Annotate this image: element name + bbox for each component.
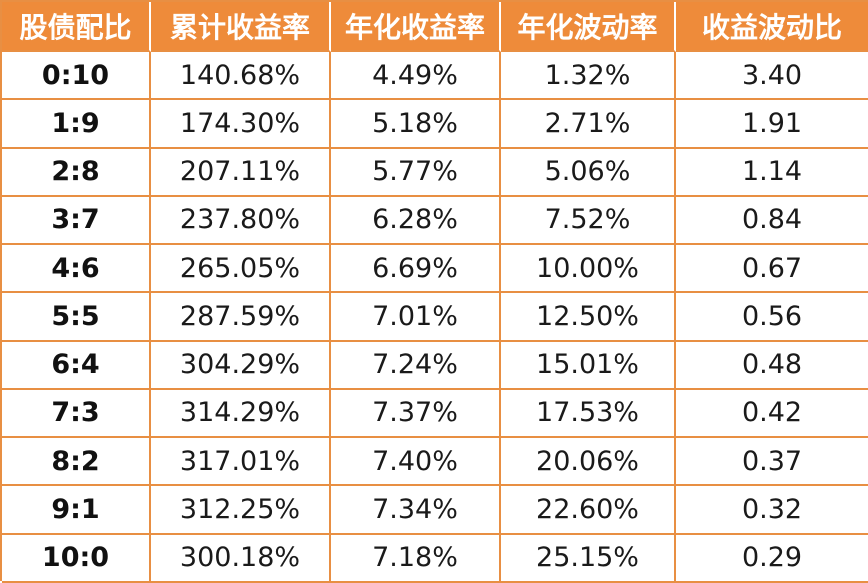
row-annualized-return: 5.18% [331,100,501,149]
row-annualized-volatility: 20.06% [501,438,676,487]
row-allocation-ratio: 3:7 [2,196,151,246]
row-allocation-ratio: 6:4 [2,341,151,390]
row-annualized-return: 6.69% [331,245,501,294]
row-cumulative-return: 304.29% [151,341,331,390]
row-return-volatility-ratio: 0.67 [676,245,868,294]
row-annualized-volatility: 2.71% [501,100,676,149]
row-annualized-return: 7.24% [331,341,501,390]
row-annualized-volatility: 22.60% [501,486,676,535]
row-annualized-return: 5.77% [331,148,501,197]
row-return-volatility-ratio: 1.14 [676,148,868,197]
row-allocation-ratio: 9:1 [2,486,151,535]
row-return-volatility-ratio: 1.91 [676,100,868,149]
row-annualized-volatility: 7.52% [501,196,676,246]
header-cumulative-return: 累计收益率 [151,2,331,52]
row-cumulative-return: 140.68% [151,52,331,101]
row-annualized-volatility: 17.53% [501,389,676,439]
row-cumulative-return: 174.30% [151,100,331,149]
row-allocation-ratio: 1:9 [2,100,151,149]
row-annualized-return: 7.40% [331,438,501,487]
row-return-volatility-ratio: 0.32 [676,486,868,535]
row-return-volatility-ratio: 0.29 [676,534,868,583]
row-annualized-volatility: 12.50% [501,293,676,342]
row-annualized-return: 6.28% [331,196,501,246]
row-allocation-ratio: 0:10 [2,52,151,101]
row-annualized-volatility: 1.32% [501,52,676,101]
row-allocation-ratio: 5:5 [2,293,151,342]
row-cumulative-return: 237.80% [151,196,331,246]
row-return-volatility-ratio: 0.48 [676,341,868,390]
row-cumulative-return: 300.18% [151,534,331,583]
row-cumulative-return: 314.29% [151,389,331,439]
row-return-volatility-ratio: 0.56 [676,293,868,342]
row-allocation-ratio: 10:0 [2,534,151,583]
row-return-volatility-ratio: 0.37 [676,438,868,487]
row-annualized-return: 7.01% [331,293,501,342]
row-allocation-ratio: 7:3 [2,389,151,439]
row-allocation-ratio: 2:8 [2,148,151,197]
row-annualized-return: 4.49% [331,52,501,101]
row-cumulative-return: 317.01% [151,438,331,487]
header-annualized-return: 年化收益率 [331,2,501,52]
row-return-volatility-ratio: 3.40 [676,52,868,101]
row-return-volatility-ratio: 0.84 [676,196,868,246]
row-cumulative-return: 312.25% [151,486,331,535]
row-annualized-return: 7.37% [331,389,501,439]
header-return-volatility-ratio: 收益波动比 [676,2,868,52]
row-allocation-ratio: 4:6 [2,245,151,294]
row-annualized-volatility: 10.00% [501,245,676,294]
row-annualized-volatility: 25.15% [501,534,676,583]
row-cumulative-return: 265.05% [151,245,331,294]
row-return-volatility-ratio: 0.42 [676,389,868,439]
row-annualized-volatility: 5.06% [501,148,676,197]
row-cumulative-return: 207.11% [151,148,331,197]
row-annualized-volatility: 15.01% [501,341,676,390]
header-annualized-volatility: 年化波动率 [501,2,676,52]
header-allocation-ratio: 股债配比 [2,2,151,52]
row-annualized-return: 7.34% [331,486,501,535]
row-allocation-ratio: 8:2 [2,438,151,487]
row-annualized-return: 7.18% [331,534,501,583]
row-cumulative-return: 287.59% [151,293,331,342]
